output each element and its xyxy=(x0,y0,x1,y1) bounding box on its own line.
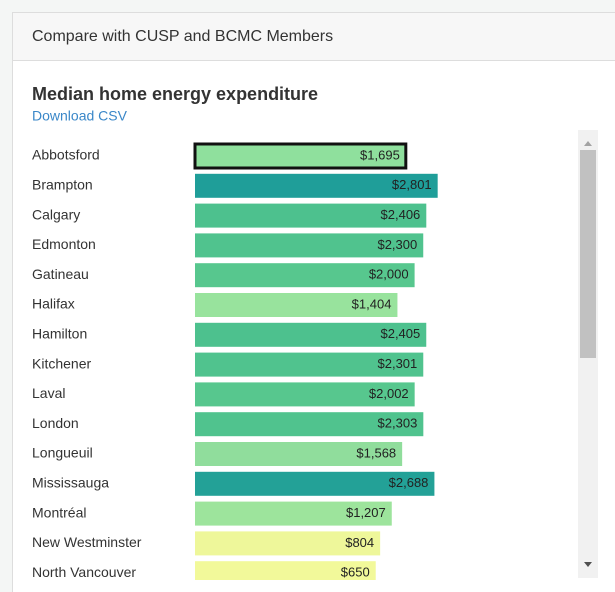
bar xyxy=(195,531,381,556)
bar xyxy=(195,173,438,198)
value-label: $1,568 xyxy=(356,445,396,460)
category-label: Kitchener xyxy=(32,355,91,371)
bar xyxy=(195,263,415,288)
value-label: $1,207 xyxy=(346,505,386,520)
bar xyxy=(195,203,427,228)
category-label: Longueuil xyxy=(32,445,93,461)
category-label: Mississauga xyxy=(32,475,109,491)
value-label: $2,000 xyxy=(369,267,409,282)
bar-list: Abbotsford $1,695 Brampton $2,801 Calgary $2,… xyxy=(32,142,438,580)
value-label: $1,695 xyxy=(360,147,400,162)
bar xyxy=(195,233,424,258)
bar xyxy=(195,293,398,317)
category-label: Calgary xyxy=(32,206,80,222)
category-label: North Vancouver xyxy=(32,564,136,580)
bar xyxy=(195,442,403,466)
bar xyxy=(195,412,424,437)
chart-title: Median home energy expenditure xyxy=(32,84,318,104)
panel-header xyxy=(13,13,615,60)
category-label: Laval xyxy=(32,385,65,401)
bar xyxy=(195,322,427,347)
value-label: $650 xyxy=(341,565,370,580)
value-label: $2,405 xyxy=(380,326,420,341)
category-label: Halifax xyxy=(32,296,75,312)
bar xyxy=(193,142,408,170)
value-label: $804 xyxy=(345,535,374,550)
category-label: Brampton xyxy=(32,177,93,193)
category-label: Abbotsford xyxy=(32,147,100,163)
category-label: Gatineau xyxy=(32,266,89,282)
category-label: London xyxy=(32,415,79,431)
value-label: $2,300 xyxy=(377,237,417,252)
category-label: Hamilton xyxy=(32,326,87,342)
bar xyxy=(195,561,376,580)
category-label: Montréal xyxy=(32,504,86,520)
scroll-up[interactable] xyxy=(584,141,592,146)
panel-title: Compare with CUSP and BCMC Members xyxy=(32,28,333,45)
value-label: $2,301 xyxy=(378,356,418,371)
value-label: $2,303 xyxy=(378,416,418,431)
value-label: $1,404 xyxy=(352,296,392,311)
bar xyxy=(195,352,424,377)
bar xyxy=(195,471,435,496)
bar xyxy=(195,382,415,407)
value-label: $2,406 xyxy=(381,207,421,222)
value-label: $2,801 xyxy=(392,177,432,192)
value-label: $2,688 xyxy=(389,475,429,490)
scroll-down[interactable] xyxy=(584,562,592,567)
category-label: New Westminster xyxy=(32,534,142,550)
download-link[interactable]: Download CSV xyxy=(32,108,128,124)
category-label: Edmonton xyxy=(32,236,96,252)
scrollbar-thumb[interactable] xyxy=(580,150,596,358)
value-label: $2,002 xyxy=(369,386,409,401)
bar xyxy=(195,501,392,526)
